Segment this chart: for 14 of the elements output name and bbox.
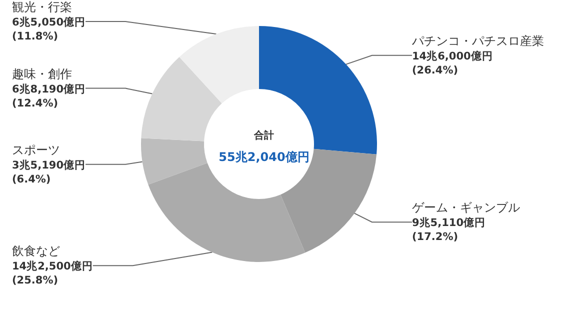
data-label: 9兆5,110億円 (17.2%) (412, 216, 486, 244)
data-label: 6兆5,050億円 (11.8%) (12, 16, 86, 42)
slice-label: スポーツ (12, 142, 60, 157)
slice-label: 観光・行楽 (12, 0, 72, 14)
text: 合計 (253, 130, 274, 142)
data-label: 6兆8,190億円 (12.4%) (12, 82, 86, 110)
data-label: 14兆6,000億円 (26.4%) (412, 49, 493, 76)
slice-label: パチンコ・パチスロ産業 (411, 34, 544, 48)
slice-label: 趣味・創作 (12, 66, 72, 81)
data-label: 3兆5,190億円 (6.4%) (12, 158, 86, 186)
slice-label: 飲食など (12, 244, 60, 258)
data-label: 14兆2,500億円 (25.8%) (12, 260, 93, 287)
slice-label: ゲーム・ギャンブル (412, 200, 520, 215)
text: 55兆2,040億円 (218, 150, 310, 164)
